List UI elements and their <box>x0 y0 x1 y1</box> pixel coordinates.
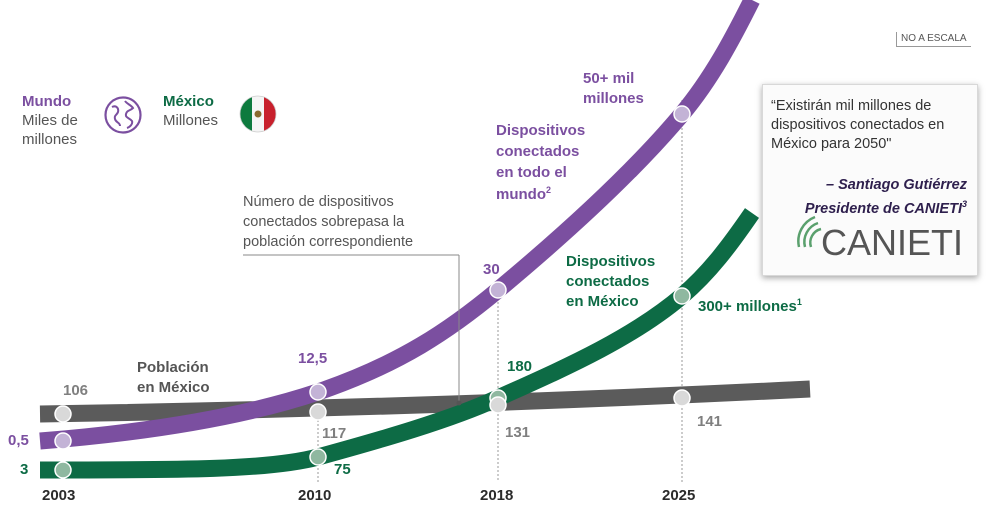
series-line-mundo <box>39 0 760 450</box>
mx-label-2018: 180 <box>507 358 533 375</box>
marker-poblacion-2010 <box>309 403 327 421</box>
marker-mundo-2003 <box>54 432 72 450</box>
marker-poblacion-2003 <box>54 405 72 423</box>
quote-author: – Santiago Gutiérrez Presidente de CANIE… <box>805 176 967 219</box>
mx-series-label-line3: en México <box>566 293 639 310</box>
series-markers <box>54 105 691 479</box>
x-tick-2018: 2018 <box>480 487 514 504</box>
marker-poblacion-2018 <box>489 396 507 414</box>
world-series-label-line2: conectados <box>496 143 580 160</box>
marker-mexico-2010 <box>309 448 327 466</box>
world-top-label-line1: 50+ mil <box>583 70 635 87</box>
pop-label-2018: 131 <box>505 424 531 441</box>
legend-world-title: Mundo <box>22 93 72 110</box>
marker-mundo-2018 <box>489 281 507 299</box>
not-to-scale-note: NO A ESCALA <box>896 32 971 47</box>
pop-label-2025: 141 <box>697 413 723 430</box>
mx-top-label: 300+ millones1 <box>698 297 802 315</box>
population-label-line2: en México <box>137 379 210 396</box>
crossover-note-line3: población correspondiente <box>243 234 414 250</box>
marker-mundo-2010 <box>309 383 327 401</box>
quote-text: “Existirán mil millones de dispositivos … <box>771 98 945 152</box>
crossover-note-line1: Número de dispositivos <box>243 194 394 210</box>
quote-card: “Existirán mil millones de dispositivos … <box>762 84 978 276</box>
legend-mexico-title: México <box>163 93 214 110</box>
x-tick-2003: 2003 <box>42 487 76 504</box>
crossover-point <box>456 400 462 406</box>
mx-series-label-line2: conectados <box>566 273 650 290</box>
world-label-2010: 12,5 <box>298 350 328 367</box>
x-tick-2010: 2010 <box>298 487 332 504</box>
world-series-label-line1: Dispositivos <box>496 122 586 139</box>
world-series-label-line3: en todo el <box>496 164 567 181</box>
crossover-note-line2: conectados sobrepasa la <box>243 214 405 230</box>
mx-label-2010: 75 <box>334 461 351 478</box>
mx-series-label-line1: Dispositivos <box>566 253 656 270</box>
world-top-label-line2: millones <box>583 90 644 107</box>
series-line-mexico <box>39 208 760 479</box>
canieti-logo: CANIETI <box>797 215 963 261</box>
legend-mexico-unit: Millones <box>163 112 219 129</box>
mexico-flag-icon <box>239 95 277 133</box>
year-guides <box>317 100 683 482</box>
marker-mexico-2025 <box>673 287 691 305</box>
svg-text:CANIETI: CANIETI <box>821 222 963 261</box>
globe-icon <box>104 96 142 134</box>
legend-world-unit-line1: Miles de <box>22 112 78 129</box>
marker-mundo-2025 <box>673 105 691 123</box>
pop-label-2010: 117 <box>322 425 347 442</box>
world-label-2018: 30 <box>483 261 500 278</box>
series-line-poblacion <box>39 380 811 423</box>
marker-poblacion-2025 <box>673 389 691 407</box>
quote-author-role: Presidente de CANIETI3 <box>804 199 967 217</box>
world-series-label-line4: mundo2 <box>496 185 552 203</box>
x-tick-2025: 2025 <box>662 487 696 504</box>
quote-author-name: – Santiago Gutiérrez <box>825 177 967 193</box>
world-label-2003: 0,5 <box>8 432 29 449</box>
mx-label-2003: 3 <box>20 461 29 478</box>
marker-mexico-2003 <box>54 461 72 479</box>
pop-label-2003: 106 <box>63 382 89 399</box>
population-label-line1: Población <box>137 359 209 376</box>
legend-world-unit-line2: millones <box>22 131 78 148</box>
